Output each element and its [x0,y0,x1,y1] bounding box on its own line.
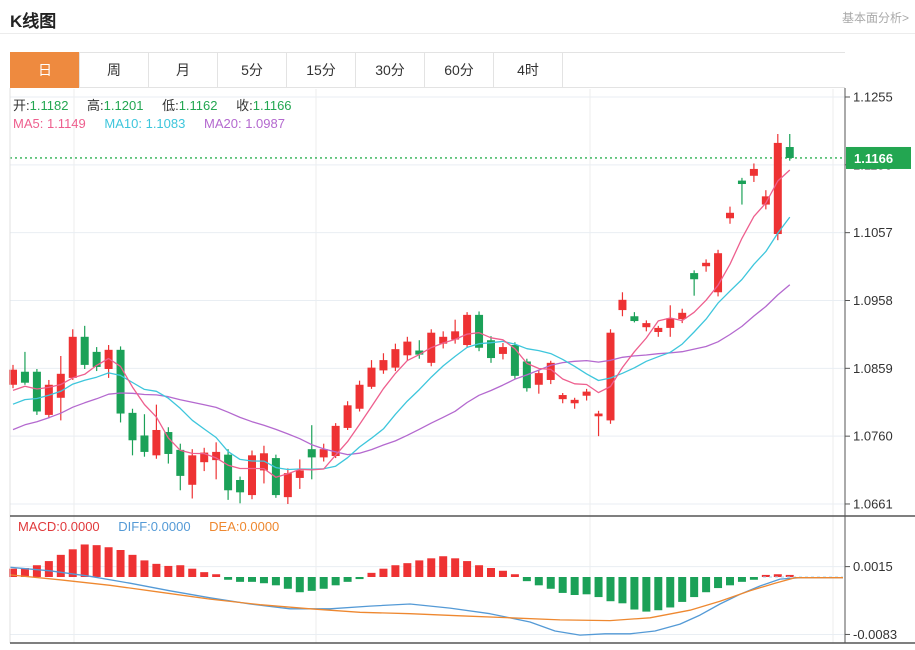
close-value: 1.1166 [252,98,292,113]
ma20-label: MA20: [203,116,242,131]
tab-4时[interactable]: 4时 [493,52,563,88]
tab-15分[interactable]: 15分 [286,52,356,88]
ma-readout: MA5: 1.1149 MA10: 1.1083 MA20: 1.0987 [13,116,300,131]
header-divider [0,33,915,34]
ma10-value: 1.1083 [145,116,186,131]
ma10-label: MA10: [104,116,142,131]
diff-value: 0.0000 [150,519,191,534]
page-title: K线图 [10,12,57,31]
tab-60分[interactable]: 60分 [424,52,494,88]
ohlc-readout: 开:1.1182 高:1.1201 低:1.1162 收:1.1166 [13,95,307,114]
low-label: 低: [162,98,179,113]
price-axis-tick: 1.0661 [853,496,893,511]
ma5-label: MA5: [13,116,44,131]
ma20-value: 1.0987 [245,116,285,131]
diff-label: DIFF: [118,519,151,534]
close-label: 收: [236,98,253,113]
macd-readout: MACD:0.0000 DIFF:0.0000 DEA:0.0000 [18,519,294,534]
price-axis-tick: 1.0760 [853,429,893,444]
price-axis-tick: 1.1057 [853,225,893,240]
fundamental-analysis-link[interactable]: 基本面分析> [841,11,909,25]
tab-日[interactable]: 日 [10,52,80,88]
price-axis-tick: 1.0859 [853,361,893,376]
open-value: 1.1182 [29,98,69,113]
high-value: 1.1201 [103,98,144,113]
macd-axis-tick: -0.0083 [853,627,897,642]
ma5-value: 1.1149 [46,116,86,131]
current-price-badge: 1.1166 [854,151,893,166]
low-value: 1.1162 [178,98,218,113]
high-label: 高: [87,98,104,113]
open-label: 开: [13,98,30,113]
tab-月[interactable]: 月 [148,52,218,88]
price-axis-tick: 1.1255 [853,90,893,105]
dea-value: 0.0000 [239,519,280,534]
tab-5分[interactable]: 5分 [217,52,287,88]
period-tabs: 日周月 5分 15分 30分 60分 4时 [10,52,563,88]
macd-value: 0.0000 [59,519,100,534]
macd-label: MACD: [18,519,60,534]
price-axis-tick: 1.0958 [853,293,893,308]
dea-label: DEA: [209,519,240,534]
macd-axis-tick: 0.0015 [853,559,893,574]
